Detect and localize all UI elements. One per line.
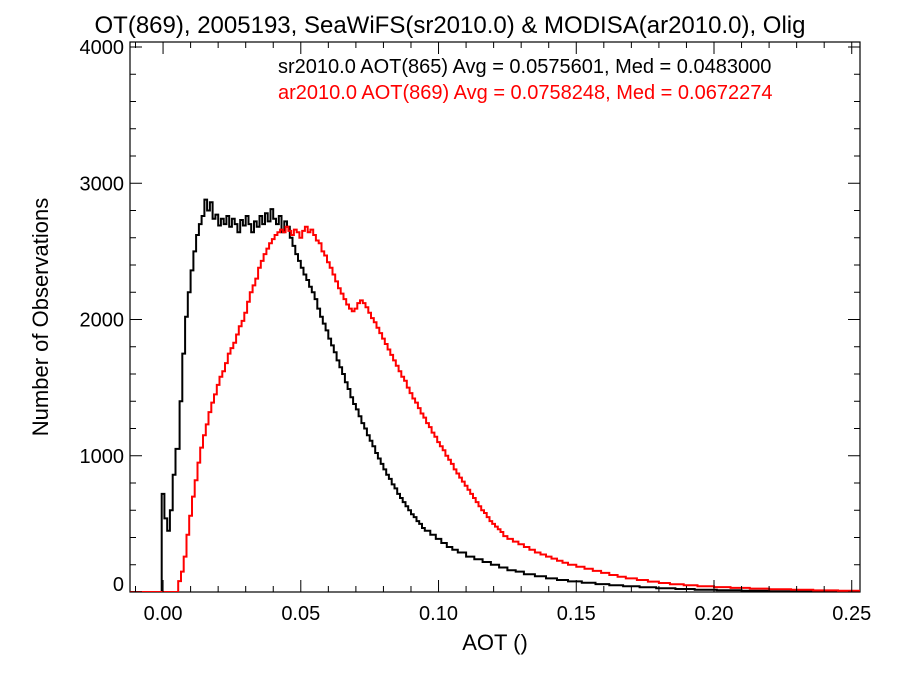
series-line-1 [130, 225, 860, 592]
y-tick-label: 2000 [80, 310, 125, 332]
series-layer [130, 198, 860, 592]
x-axis-label: AOT () [462, 630, 528, 655]
plot-frame [129, 41, 861, 593]
x-tick-label: 0.25 [832, 603, 871, 625]
y-tick-label: 0 [113, 574, 124, 596]
x-tick-label: 0.00 [144, 603, 183, 625]
x-tick-label: 0.15 [557, 603, 596, 625]
x-axis-ticks: 0.00 0.05 0.10 0.15 0.20 0.25 [135, 42, 871, 625]
y-axis-label: Number of Observations [28, 198, 53, 436]
y-axis-ticks: 0 1000 2000 3000 4000 [80, 37, 860, 596]
chart-title: OT(869), 2005193, SeaWiFS(sr2010.0) & MO… [95, 12, 806, 39]
y-tick-label: 3000 [80, 173, 125, 195]
y-tick-label: 1000 [80, 446, 125, 468]
x-tick-label: 0.20 [695, 603, 734, 625]
legend-entry-ar2010: ar2010.0 AOT(869) Avg = 0.0758248, Med =… [278, 82, 772, 104]
legend: sr2010.0 AOT(865) Avg = 0.0575601, Med =… [278, 56, 772, 104]
x-tick-label: 0.10 [419, 603, 458, 625]
series-line-0 [130, 198, 860, 592]
y-tick-label: 4000 [80, 37, 125, 59]
x-tick-label: 0.05 [281, 603, 320, 625]
legend-entry-sr2010: sr2010.0 AOT(865) Avg = 0.0575601, Med =… [278, 56, 771, 78]
